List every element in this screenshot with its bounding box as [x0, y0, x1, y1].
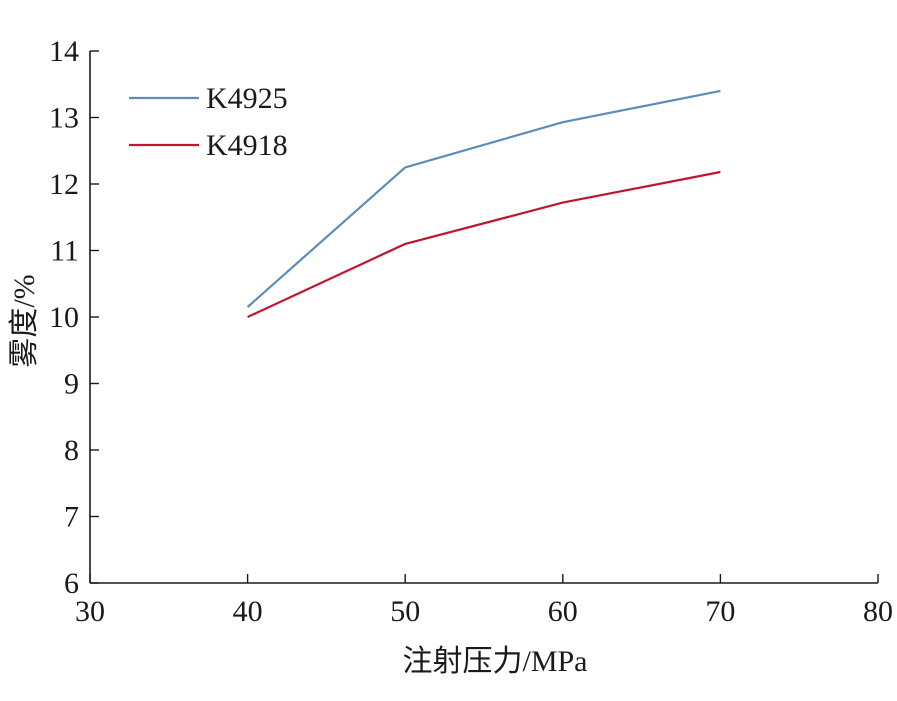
y-tick-label: 12 [49, 168, 79, 201]
x-tick-label: 40 [233, 595, 263, 628]
y-tick-label: 6 [64, 567, 79, 600]
series-line-k4918 [247, 170, 721, 318]
x-ticks: 30 40 50 60 70 80 [75, 574, 893, 628]
y-tick-label: 10 [49, 301, 79, 334]
y-tick-label: 13 [49, 102, 79, 135]
x-tick-label: 60 [548, 595, 578, 628]
x-tick-label: 70 [705, 595, 735, 628]
y-tick-label: 11 [50, 235, 79, 268]
y-tick-label: 7 [64, 501, 79, 534]
x-tick-label: 50 [390, 595, 420, 628]
y-axis-label: 雾度/% [8, 274, 41, 367]
legend: K4925 K4918 [129, 82, 288, 162]
y-tick-label: 8 [64, 434, 79, 467]
y-tick-label: 9 [64, 368, 79, 401]
x-tick-label: 80 [863, 595, 893, 628]
y-ticks: 6 7 8 9 10 11 12 13 14 [49, 35, 99, 600]
series-line-k4925 [246, 89, 721, 308]
legend-label: K4918 [206, 129, 288, 162]
x-axis-label: 注射压力/MPa [402, 645, 587, 678]
x-tick-label: 30 [75, 595, 105, 628]
y-tick-label: 14 [49, 35, 79, 68]
series-lines [246, 89, 721, 318]
legend-label: K4925 [206, 82, 288, 115]
